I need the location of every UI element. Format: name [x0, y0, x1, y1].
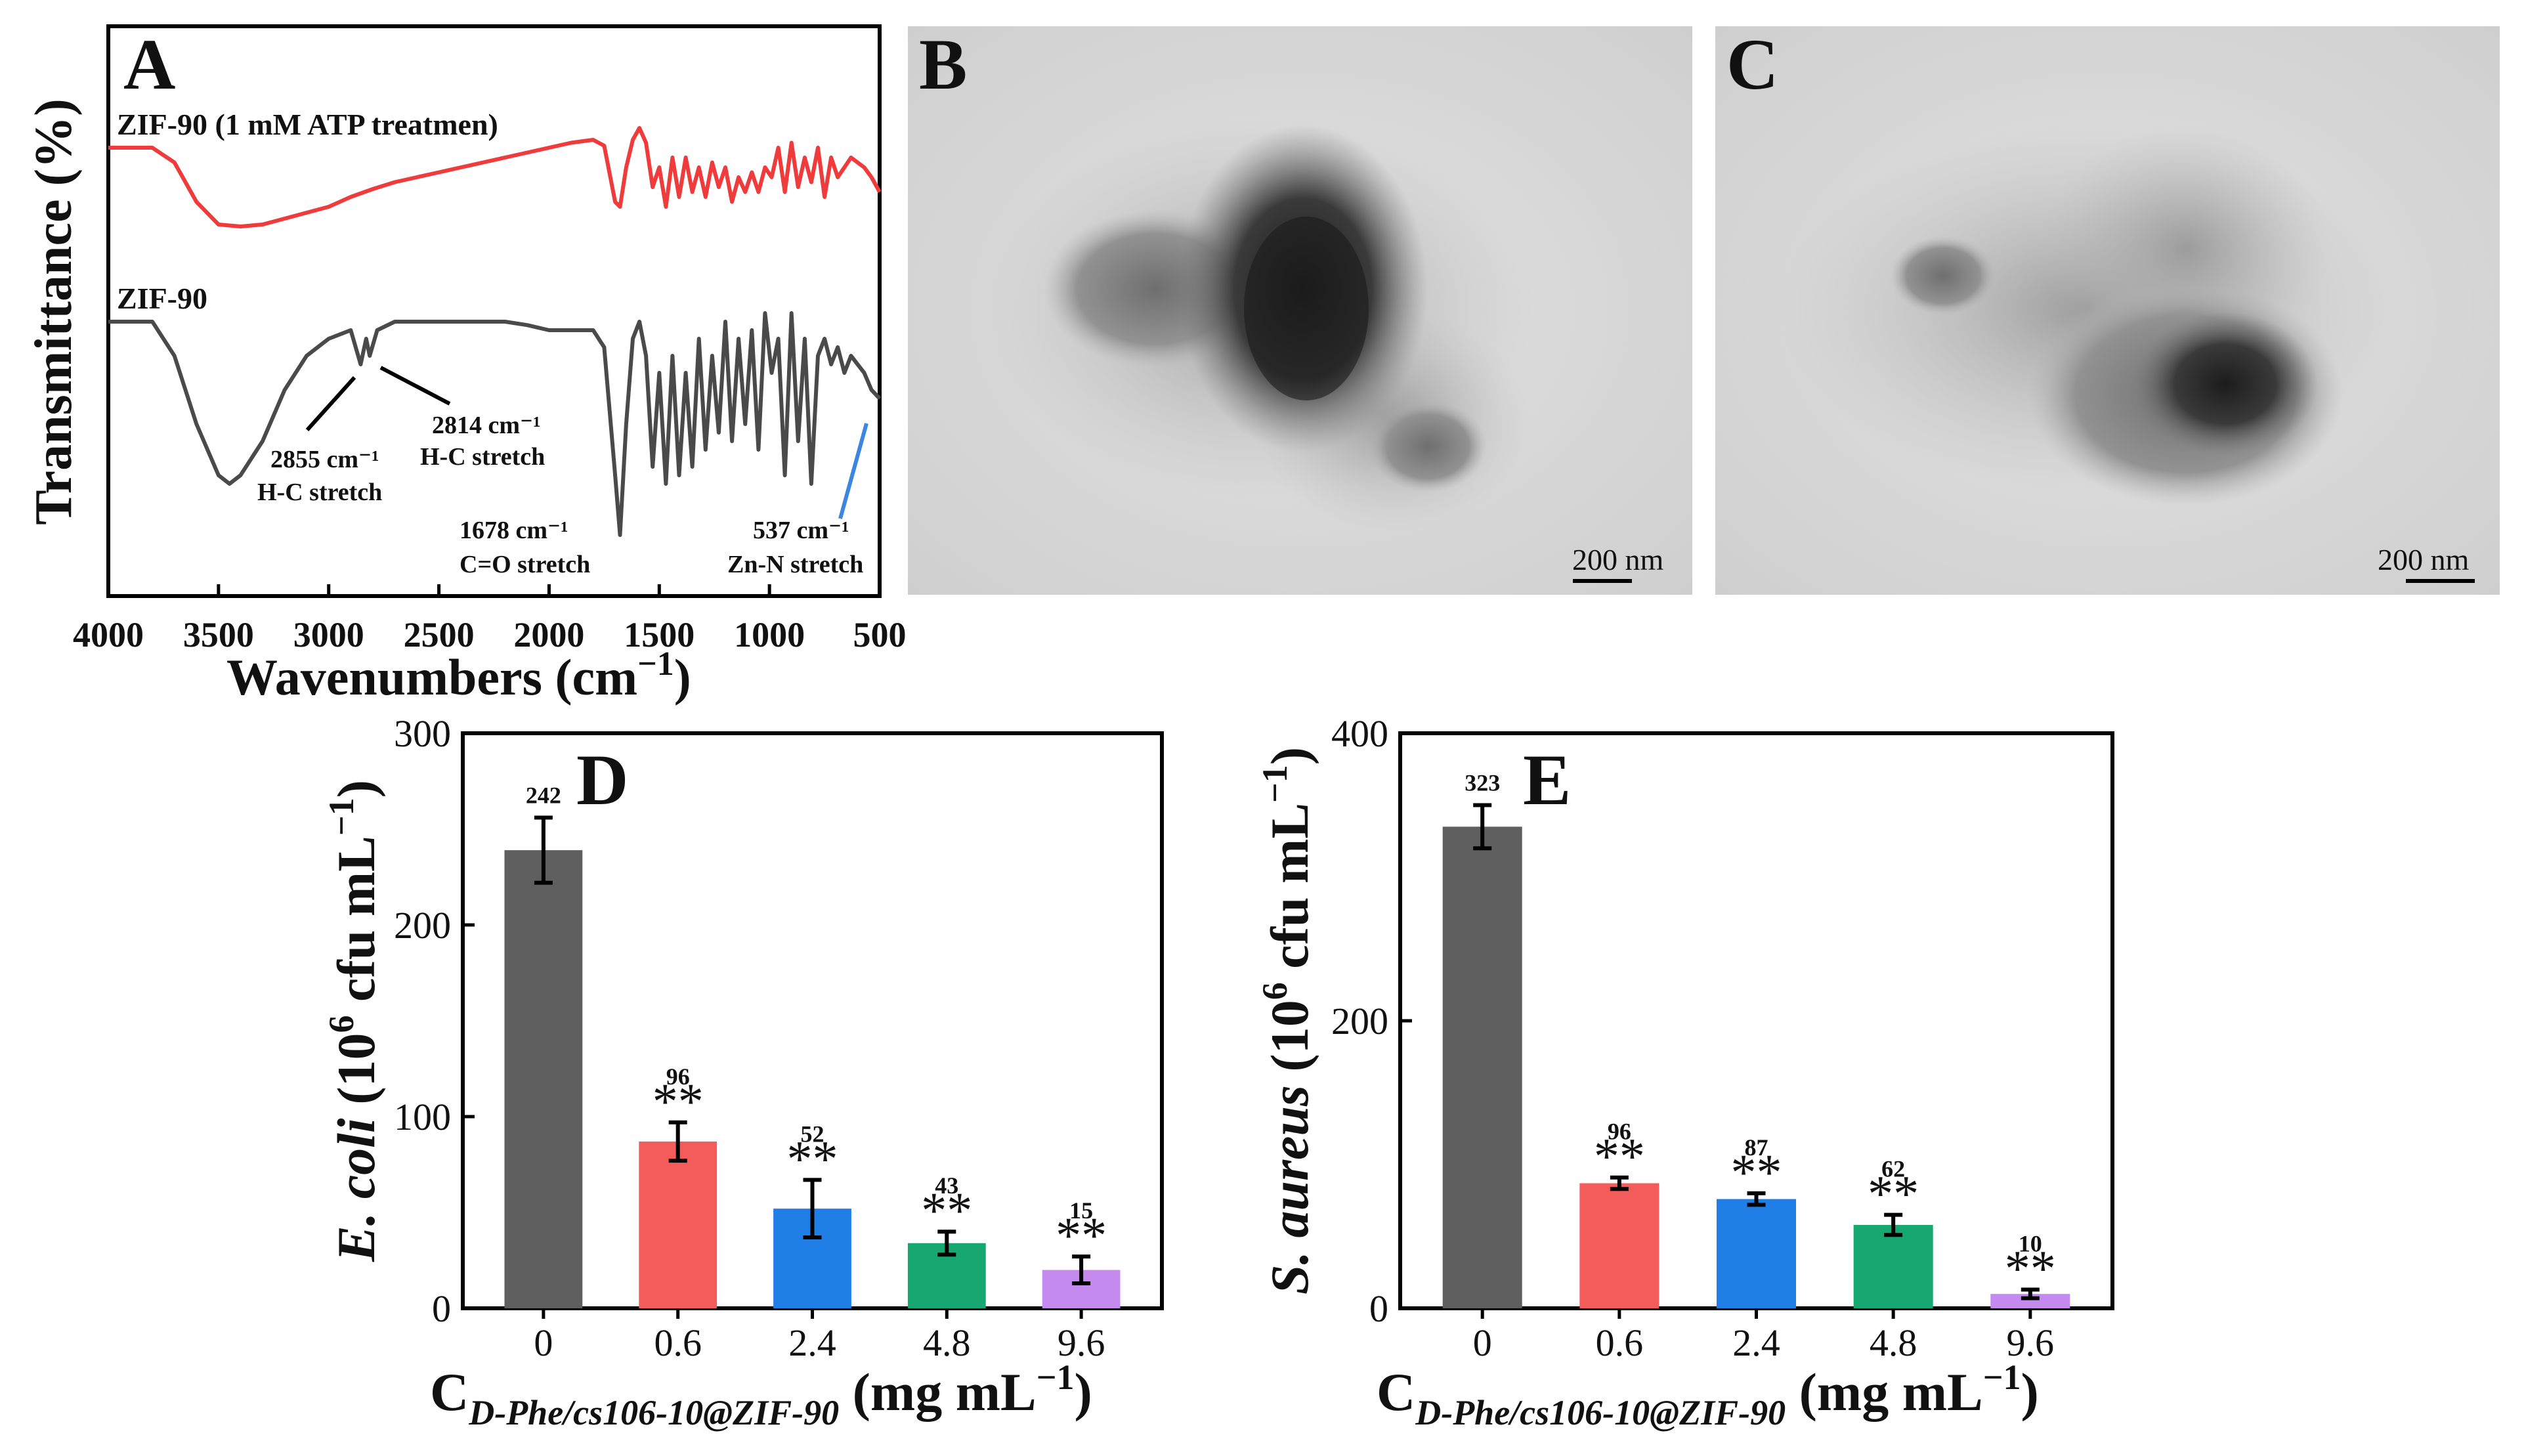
value-label: 96 — [666, 1063, 690, 1090]
tem-b-particle-core — [1244, 217, 1369, 400]
value-label: 10 — [2019, 1231, 2042, 1257]
significance-marker: ** — [1731, 1144, 1782, 1201]
y-tick-label: 200 — [394, 904, 451, 947]
value-label: 43 — [935, 1172, 958, 1199]
significance-marker: ** — [2005, 1240, 2056, 1297]
x-tick-label: 4.8 — [923, 1321, 971, 1364]
bar-0 — [1442, 826, 1522, 1308]
panel-c-scale-label: 200 nm — [2378, 543, 2470, 576]
significance-marker: ** — [653, 1073, 704, 1130]
panel-a-xticks: 4000 3500 3000 2500 2000 1500 1000 500 — [73, 584, 907, 654]
panel-b-scale-label: 200 nm — [1572, 543, 1664, 576]
significance-marker: ** — [787, 1130, 838, 1187]
tem-c-side — [1891, 236, 1996, 315]
a-xtick-label: 4000 — [73, 615, 144, 654]
panel-e-ylabel: S. aureus (106 cfu mL−1) — [1255, 747, 1319, 1295]
panel-c-tem-image: C 200 nm — [1715, 24, 2500, 595]
panel-d-ylabel: E. coli (106 cfu mL−1) — [322, 780, 386, 1262]
x-tick-label: 4.8 — [1870, 1321, 1917, 1364]
x-tick-label: 9.6 — [1058, 1321, 1105, 1364]
annotation-1678-assignment: C=O stretch — [460, 551, 590, 578]
a-xtick-label: 2000 — [513, 615, 584, 654]
a-xtick-label: 3500 — [183, 615, 254, 654]
curve2-label: ZIF-90 — [117, 282, 207, 315]
tem-c-particle-dark — [2133, 312, 2317, 456]
annotation-2855-pointer — [305, 375, 356, 432]
y-tick-label: 400 — [1331, 712, 1388, 755]
bar-4.8 — [1853, 1224, 1933, 1308]
panel-d-xlabel: CD-Phe/cs106-10@ZIF-90 (mg mL−1) — [430, 1358, 1092, 1432]
x-tick-label: 0.6 — [1596, 1321, 1644, 1364]
significance-marker: ** — [1056, 1207, 1107, 1264]
y-tick-label: 200 — [1331, 1000, 1388, 1042]
panel-b-tem-image: B 200 nm — [908, 24, 1692, 595]
annotation-2814-assignment: H-C stretch — [420, 443, 545, 471]
tem-b-side — [1369, 400, 1487, 492]
a-xtick-label: 3000 — [293, 615, 364, 654]
panel-a-ylabel: Transmittance (%) — [25, 98, 83, 525]
value-label: 96 — [1608, 1119, 1631, 1145]
value-label: 242 — [526, 782, 561, 808]
bar-0.6 — [1579, 1183, 1659, 1308]
value-label: 87 — [1745, 1134, 1768, 1161]
value-label: 323 — [1465, 770, 1500, 796]
panel-d-letter: D — [576, 740, 628, 820]
y-tick-label: 0 — [432, 1287, 451, 1330]
panel-a-letter: A — [123, 24, 175, 104]
x-tick-label: 0 — [1473, 1321, 1492, 1364]
panel-d: D 01002003002420**960.6**522.4**434.8**1… — [322, 712, 1164, 1432]
bar-0 — [504, 850, 583, 1308]
annotation-2814-wavenumber: 2814 cm⁻¹ — [432, 412, 540, 439]
x-tick-label: 2.4 — [788, 1321, 836, 1364]
bar-9.6 — [1990, 1294, 2070, 1308]
annotation-1678-wavenumber: 1678 cm⁻¹ — [460, 517, 568, 544]
x-tick-label: 0.6 — [654, 1321, 702, 1364]
annotation-537-assignment: Zn-N stretch — [727, 551, 863, 578]
bar-2.4 — [1716, 1199, 1797, 1308]
panel-e-letter: E — [1523, 740, 1571, 820]
panel-e-xlabel: CD-Phe/cs106-10@ZIF-90 (mg mL−1) — [1377, 1358, 2039, 1432]
a-xtick-label: 1000 — [734, 615, 805, 654]
a-xtick-label: 1500 — [624, 615, 695, 654]
x-tick-label: 0 — [534, 1321, 553, 1364]
curve1-label: ZIF-90 (1 mM ATP treatmen) — [117, 108, 498, 141]
significance-marker: ** — [1594, 1128, 1645, 1185]
y-tick-label: 0 — [1369, 1287, 1388, 1330]
panel-e: E 02004003230**960.6**872.4**624.8**109.… — [1255, 712, 2114, 1432]
annotation-2855-wavenumber: 2855 cm⁻¹ — [270, 446, 379, 473]
y-tick-label: 300 — [394, 712, 451, 755]
ftir-zif90-curve — [108, 311, 882, 537]
panel-c-letter: C — [1726, 24, 1778, 104]
x-tick-label: 9.6 — [2007, 1321, 2055, 1364]
value-label: 62 — [1881, 1156, 1905, 1182]
annotation-2855-assignment: H-C stretch — [257, 479, 382, 506]
panel-d-marks: 01002003002420**960.6**522.4**434.8**159… — [394, 712, 1121, 1364]
value-label: 15 — [1069, 1197, 1093, 1224]
panel-a-frame — [106, 24, 882, 598]
bar-0.6 — [639, 1141, 717, 1308]
y-tick-label: 100 — [394, 1096, 451, 1138]
panel-b-letter: B — [919, 24, 967, 104]
significance-marker: ** — [1868, 1165, 1919, 1222]
significance-marker: ** — [921, 1182, 972, 1239]
ftir-treated-curve — [108, 126, 882, 228]
value-label: 52 — [801, 1121, 824, 1147]
panel-a-xlabel: Wavenumbers (cm−1) — [226, 645, 691, 706]
x-tick-label: 2.4 — [1732, 1321, 1780, 1364]
annotation-2814-pointer — [379, 366, 451, 406]
a-xtick-label: 2500 — [404, 615, 475, 654]
a-xtick-label: 500 — [853, 615, 907, 654]
panel-a: A ZIF-90 (1 mM ATP treatmen) ZIF-90 2855… — [25, 24, 907, 706]
annotation-537-wavenumber: 537 cm⁻¹ — [753, 517, 849, 544]
annotation-537-pointer — [838, 423, 868, 519]
